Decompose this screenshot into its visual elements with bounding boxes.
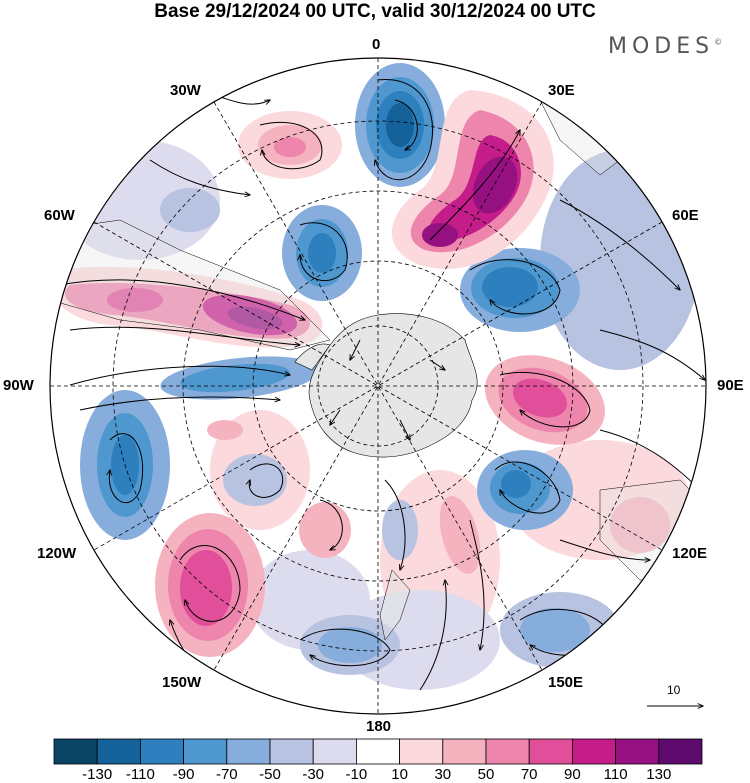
colorbar-tick-label: -70 xyxy=(215,766,238,783)
lon-label-180: 180 xyxy=(366,718,392,735)
map-boundary xyxy=(49,57,707,715)
colorbar-swatch xyxy=(485,738,530,765)
colorbar-swatch xyxy=(355,738,400,765)
colorbar-tick-label: -10 xyxy=(345,766,368,783)
colorbar-swatch xyxy=(572,738,617,765)
colorbar-tick-label: -130 xyxy=(82,766,113,783)
anomaly-field xyxy=(50,58,706,714)
colorbar-swatch xyxy=(615,738,660,765)
new-zealand-outline xyxy=(379,569,411,641)
modes-logo: MODES© xyxy=(608,34,723,59)
lon-label-30w: 30W xyxy=(170,82,201,99)
colorbar-swatch xyxy=(399,738,444,765)
map-title: Base 29/12/2024 00 UTC, valid 30/12/2024… xyxy=(154,1,596,22)
lon-label-90e: 90E xyxy=(717,377,744,394)
colorbar-tick-label: 90 xyxy=(564,766,581,783)
lon-label-150w: 150W xyxy=(162,674,202,691)
colorbar-swatch xyxy=(269,738,314,765)
colorbar-swatch xyxy=(53,738,98,765)
colorbar-tick-label: 30 xyxy=(434,766,452,783)
negative-anomalies xyxy=(80,63,620,675)
lon-label-120w: 120W xyxy=(37,545,77,562)
colorbar-swatch xyxy=(96,738,141,765)
graticule xyxy=(50,58,706,714)
colorbar-tick-label: 130 xyxy=(646,766,672,783)
lon-label-60w: 60W xyxy=(44,207,75,224)
colorbar-swatch xyxy=(312,738,357,765)
colorbar-swatch xyxy=(442,738,487,765)
colorbar-tick-label: -90 xyxy=(172,766,195,783)
lon-label-60e: 60E xyxy=(672,207,699,224)
lon-label-150e: 150E xyxy=(548,674,584,691)
colorbar-swatch xyxy=(528,738,573,765)
wind-streamlines xyxy=(59,79,705,701)
lon-label-30e: 30E xyxy=(548,82,575,99)
colorbar-swatch xyxy=(226,738,271,765)
antarctica-landmass xyxy=(308,313,478,458)
colorbar-tick-label: -110 xyxy=(125,766,155,783)
colorbar-tick-label: -30 xyxy=(302,766,325,783)
lon-label-90w: 90W xyxy=(3,377,34,394)
lon-label-120e: 120E xyxy=(672,545,708,562)
colorbar-tick-label: -50 xyxy=(259,766,281,783)
colorbar-tick-label: 10 xyxy=(391,766,408,783)
colorbar-tick-label: 50 xyxy=(477,766,495,783)
colorbar-tick-label: 70 xyxy=(520,766,538,783)
colorbar-swatch xyxy=(139,738,184,765)
lon-label-0: 0 xyxy=(372,36,381,53)
colorbar-swatch xyxy=(183,738,228,765)
reference-vector-label: 10 xyxy=(667,683,681,697)
colorbar-tick-label: 110 xyxy=(603,766,628,783)
colorbar-swatch xyxy=(658,738,703,765)
